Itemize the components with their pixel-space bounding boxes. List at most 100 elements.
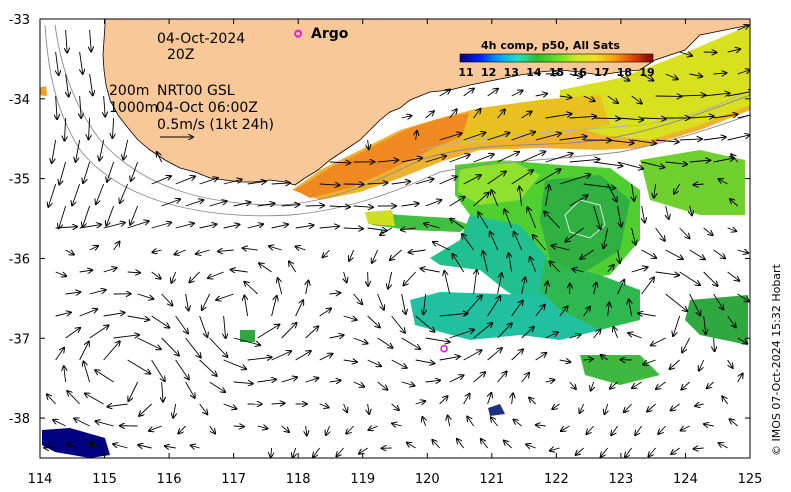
current-arrow bbox=[185, 200, 204, 207]
current-arrow bbox=[79, 342, 89, 361]
current-arrow bbox=[648, 447, 656, 456]
current-arrow bbox=[257, 325, 280, 339]
current-arrow bbox=[665, 249, 683, 259]
current-arrow bbox=[243, 248, 258, 250]
current-arrow bbox=[186, 293, 189, 310]
current-arrow bbox=[439, 313, 468, 316]
current-arrow bbox=[74, 418, 90, 427]
current-arrow bbox=[401, 158, 422, 163]
x-tick-label: 117 bbox=[221, 472, 246, 487]
current-arrow bbox=[655, 227, 665, 241]
current-arrow bbox=[233, 337, 260, 345]
current-arrow bbox=[72, 183, 81, 205]
sst-green-east-south bbox=[685, 295, 748, 345]
current-arrow bbox=[474, 270, 477, 295]
current-arrow bbox=[137, 337, 161, 349]
current-arrow bbox=[80, 95, 82, 118]
current-arrow bbox=[59, 161, 67, 184]
sst-green-southcentral bbox=[580, 355, 660, 385]
current-arrow bbox=[185, 337, 201, 357]
hour-label: 20Z bbox=[167, 47, 194, 63]
current-arrow bbox=[572, 269, 584, 272]
current-arrow bbox=[545, 380, 555, 382]
current-arrow bbox=[641, 73, 654, 81]
current-arrow bbox=[223, 179, 242, 185]
current-arrow bbox=[199, 315, 208, 337]
current-arrow bbox=[565, 227, 584, 242]
current-arrow bbox=[526, 444, 536, 448]
current-arrow bbox=[462, 234, 474, 251]
current-arrow bbox=[59, 205, 67, 228]
x-tick-label: 116 bbox=[157, 472, 182, 487]
current-arrow bbox=[569, 116, 596, 118]
current-arrow bbox=[593, 118, 620, 119]
current-arrow bbox=[278, 278, 283, 295]
current-arrow bbox=[439, 176, 457, 185]
current-arrow bbox=[641, 277, 654, 295]
current-arrow bbox=[559, 136, 587, 141]
current-arrow bbox=[497, 109, 505, 119]
current-arrow bbox=[415, 179, 434, 185]
current-arrow bbox=[199, 403, 208, 414]
current-arrow bbox=[76, 139, 81, 162]
current-arrow bbox=[130, 205, 139, 225]
current-arrow bbox=[151, 315, 170, 328]
current-arrow bbox=[295, 351, 311, 361]
current-arrow bbox=[271, 183, 290, 184]
current-arrow bbox=[580, 403, 584, 413]
current-arrow bbox=[380, 227, 392, 235]
sst-yellow-east bbox=[560, 25, 750, 140]
current-arrow bbox=[497, 323, 512, 339]
current-arrow bbox=[319, 184, 340, 185]
current-arrow bbox=[367, 183, 388, 184]
current-arrow bbox=[586, 425, 594, 434]
sst-green-small bbox=[240, 330, 255, 342]
current-arrow bbox=[82, 205, 91, 227]
current-arrow bbox=[66, 29, 68, 53]
x-tick-label: 120 bbox=[415, 472, 440, 487]
current-arrow bbox=[152, 250, 162, 252]
current-arrow bbox=[271, 447, 272, 457]
current-arrow bbox=[714, 337, 715, 351]
current-arrow bbox=[583, 183, 616, 188]
current-arrow bbox=[107, 161, 115, 182]
current-arrow bbox=[48, 183, 57, 207]
current-arrow bbox=[689, 116, 714, 118]
current-arrow bbox=[209, 201, 227, 207]
argo-float-marker bbox=[440, 344, 448, 353]
current-arrow bbox=[224, 315, 226, 338]
current-arrow bbox=[161, 293, 173, 306]
y-tick-label: -33 bbox=[9, 13, 30, 28]
current-arrow bbox=[64, 366, 66, 383]
current-arrow bbox=[65, 250, 74, 255]
current-arrow bbox=[403, 271, 416, 285]
current-arrow bbox=[473, 109, 481, 119]
current-vectors bbox=[44, 25, 750, 457]
current-arrow bbox=[409, 250, 426, 252]
current-arrow bbox=[120, 183, 129, 203]
current-arrow bbox=[730, 419, 738, 427]
current-arrow bbox=[85, 393, 104, 405]
current-arrow bbox=[271, 296, 277, 317]
current-arrow bbox=[737, 337, 748, 344]
current-arrow bbox=[189, 271, 200, 282]
x-tick-label: 123 bbox=[608, 472, 633, 487]
current-arrow bbox=[463, 350, 482, 361]
current-arrow bbox=[305, 378, 319, 383]
current-arrow bbox=[257, 426, 268, 429]
current-arrow bbox=[175, 223, 194, 229]
current-arrow bbox=[530, 257, 537, 273]
current-arrow bbox=[613, 327, 619, 339]
current-arrow bbox=[546, 282, 548, 295]
current-arrow bbox=[561, 425, 570, 431]
current-arrow bbox=[233, 202, 251, 207]
current-arrow bbox=[727, 91, 750, 97]
current-arrow bbox=[344, 403, 348, 412]
current-arrow bbox=[83, 362, 91, 383]
current-arrow bbox=[703, 137, 726, 140]
current-arrow bbox=[151, 271, 161, 279]
current-arrow bbox=[689, 160, 711, 162]
current-arrow bbox=[504, 441, 512, 449]
current-arrow bbox=[67, 391, 80, 405]
x-tick-label: 122 bbox=[544, 472, 569, 487]
